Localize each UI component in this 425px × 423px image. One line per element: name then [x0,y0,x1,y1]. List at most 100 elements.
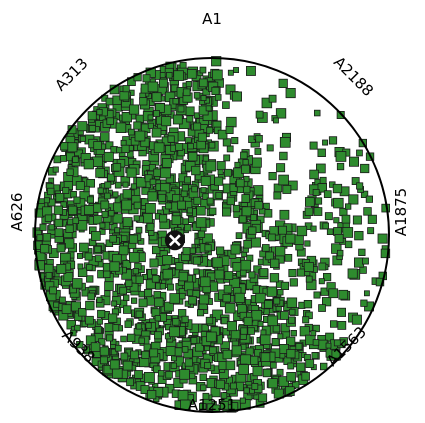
data-point [100,132,110,142]
data-point [153,291,161,299]
data-point [204,361,212,369]
data-point [53,205,64,215]
data-point [159,283,166,290]
data-point [205,105,212,112]
data-point [296,268,305,277]
data-point [313,109,321,117]
data-point [71,301,82,312]
data-point [153,331,162,340]
data-point [139,97,148,106]
data-point [147,191,158,202]
data-point [242,159,249,166]
data-point [206,126,214,134]
data-point [318,304,326,312]
data-point [202,392,210,400]
data-point [144,174,153,183]
data-point [119,286,127,295]
data-point [127,333,136,343]
data-point [211,69,223,81]
data-point [121,199,132,211]
data-point [172,98,179,105]
data-point [147,81,159,93]
data-point [226,196,236,206]
data-point [220,392,228,399]
data-point [240,259,252,271]
data-point [199,276,211,288]
data-point [193,122,202,131]
data-point [123,294,130,301]
data-point [114,181,122,189]
data-point [60,154,67,162]
data-point [344,203,352,210]
data-point [186,69,197,79]
data-point [286,297,298,308]
data-point [250,237,261,248]
data-point [163,301,174,312]
data-point [77,263,84,270]
data-point [179,292,186,300]
data-point [181,184,189,192]
data-point [125,279,133,288]
data-point [62,186,70,194]
data-point [112,191,119,198]
data-point [193,268,200,275]
data-point [100,356,108,365]
data-point [348,156,359,167]
data-point [310,225,317,232]
data-point [320,287,329,296]
data-point [64,238,75,249]
data-point [224,271,234,281]
data-point [85,335,96,346]
data-point [334,233,344,244]
data-point [276,163,286,173]
data-point [87,292,96,301]
data-point [208,207,217,216]
data-point [176,200,186,210]
data-point [322,139,328,146]
data-point [43,197,50,204]
data-point [309,141,318,150]
data-point [351,177,360,185]
data-point [286,349,296,359]
data-point [318,262,327,271]
data-point [226,145,234,153]
data-point [229,382,237,390]
data-point [212,257,223,268]
data-point [344,240,353,249]
data-point [315,163,326,174]
data-point [161,116,172,127]
data-point [262,202,270,210]
data-point [178,309,187,318]
data-point [114,227,121,234]
data-point [149,348,159,358]
data-point [88,125,96,133]
data-point [195,217,207,228]
data-point [222,138,231,147]
data-point [120,139,127,146]
data-point [318,278,325,285]
data-point [161,157,172,168]
data-point [296,225,308,237]
data-point [337,320,347,330]
data-point [301,372,310,381]
data-point [97,187,104,194]
data-point [304,240,311,247]
data-point [188,295,197,305]
data-point [250,214,258,221]
data-point [206,331,217,343]
data-point [260,352,271,362]
data-point [365,195,374,203]
data-point [76,340,84,349]
data-point [199,66,207,74]
data-point [121,112,132,123]
data-point [240,327,248,335]
data-point [109,359,120,370]
data-point [380,248,391,259]
data-point [119,90,130,101]
data-point [61,304,72,315]
data-point [271,338,280,346]
data-point [251,382,259,390]
data-point [134,370,143,379]
data-point [200,175,211,186]
data-point [258,393,268,403]
